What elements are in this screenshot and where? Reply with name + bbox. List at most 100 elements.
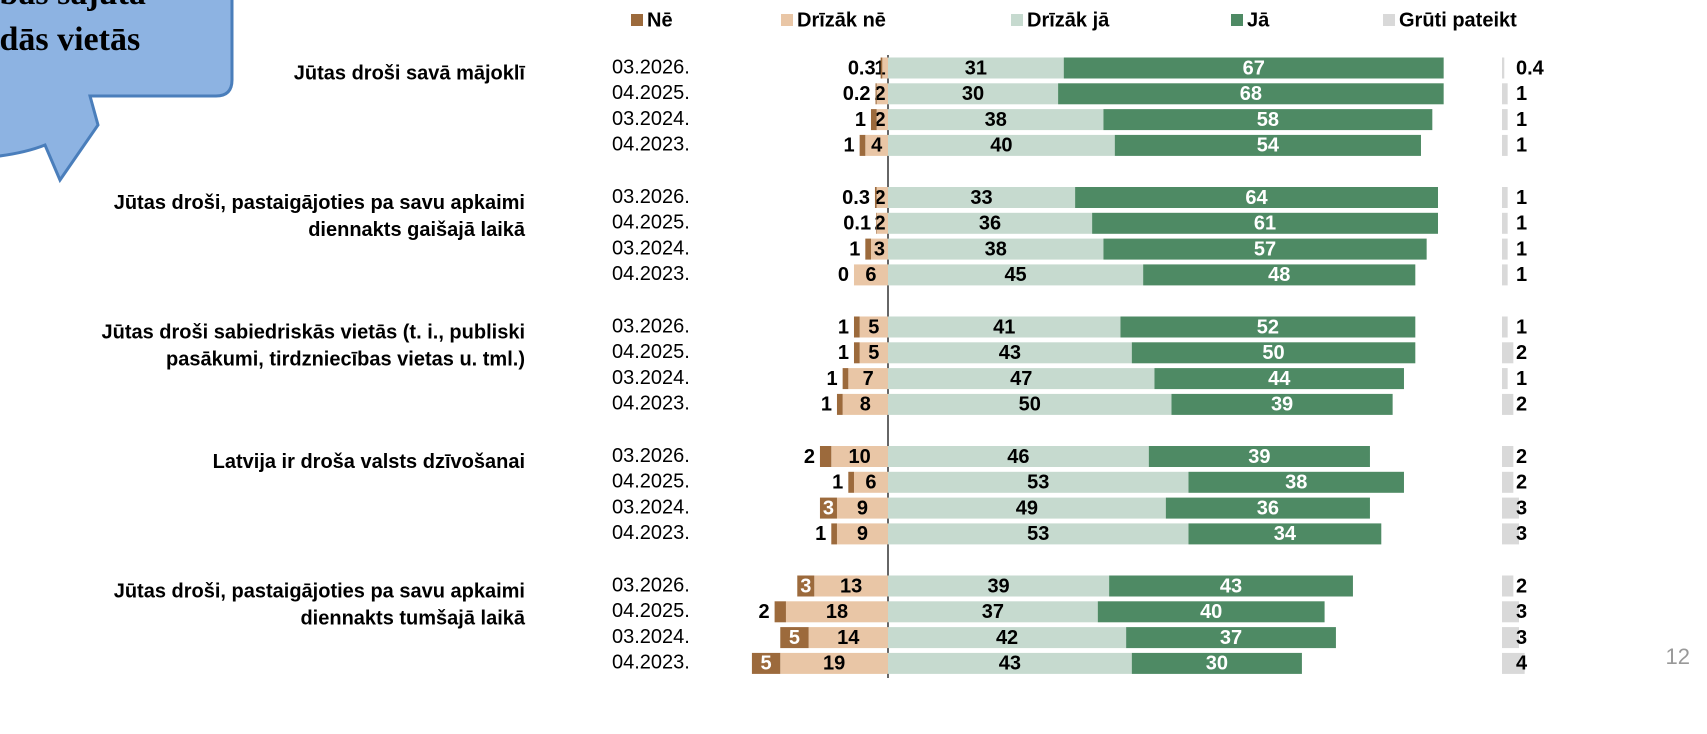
bar-segment [876,212,877,234]
bar-segment [888,523,1189,545]
bar-segment [1502,368,1508,390]
bar-segment [797,575,815,597]
bar-segment [1502,446,1514,467]
bar-segment [1109,575,1353,597]
group-label: Jūtas droši, pastaigājoties pa savu apka… [114,192,525,214]
bar-segment [859,342,888,364]
bar-segment [888,652,1132,674]
value-label: 39 [1271,394,1293,416]
value-label: 1 [815,523,826,545]
value-label: 3 [800,575,811,597]
value-label: 43 [1220,575,1242,597]
value-label: 67 [1243,57,1265,79]
value-label: 48 [1268,264,1290,286]
bar-segment [870,109,877,131]
value-label: 18 [826,601,848,623]
period-label: 03.2026. [612,574,690,596]
bar-segment [1502,575,1514,597]
bar-segment [1131,652,1302,674]
group-label: pasākumi, tirdzniecības vietas u. tml.) [166,348,525,370]
value-label: 1 [1516,316,1527,338]
value-label: 0 [838,264,849,286]
value-label: 47 [1010,368,1032,390]
period-label: 03.2026. [612,315,690,337]
value-label: 38 [985,109,1007,131]
legend-label: Drīzāk nē [797,9,886,31]
bar-segment [1502,83,1508,105]
value-label: 2 [874,109,885,131]
value-label: 39 [1248,446,1270,468]
period-label: 04.2023. [612,652,690,674]
value-label: 33 [970,187,992,209]
value-label: 40 [990,135,1012,157]
value-label: 39 [987,575,1009,597]
value-label: 14 [837,627,860,649]
value-label: 5 [761,653,772,675]
period-label: 04.2025. [612,600,690,622]
legend-label: Drīzāk jā [1027,9,1110,31]
bar-segment [888,575,1110,597]
bar-segment [853,471,888,493]
period-label: 04.2023. [612,522,690,544]
value-label: 1 [1516,109,1527,131]
value-label: 7 [863,368,874,390]
period-label: 04.2025. [612,82,690,104]
bar-segment [836,393,843,415]
bar-segment [859,316,888,338]
bar-segment [888,446,1149,467]
callout-shape [0,0,234,184]
bar-segment [831,523,837,545]
value-label: 6 [865,472,876,494]
value-label: 34 [1274,523,1297,545]
bar-segment [888,109,1104,131]
bar-segment [1188,471,1404,493]
group-label: Jūtas droši sabiedriskās vietās (t. i., … [102,321,526,343]
bar-segment [836,497,888,519]
bar-segment [1092,212,1438,234]
value-label: 2 [1516,575,1527,597]
bar-segment [888,471,1189,493]
bar-segment [876,187,888,208]
value-label: 1 [838,316,849,338]
bar-segment [876,109,888,131]
bar-segment [814,575,888,597]
bar-segment [880,57,883,79]
bar-segment [751,652,781,674]
value-label: 3 [1516,523,1527,545]
value-label: 41 [993,316,1015,338]
bar-segment [865,238,871,260]
bar-segment [870,238,888,260]
value-label: 1 [832,472,843,494]
bar-segment [1154,368,1404,390]
bar-segment [1063,57,1444,79]
value-label: 50 [1262,342,1284,364]
value-label: 9 [857,497,868,519]
bar-segment [888,83,1059,105]
period-label: 04.2025. [612,212,690,234]
value-label: 3 [1516,497,1527,519]
value-label: 3 [874,238,885,260]
bar-segment [888,238,1104,260]
value-label: 3 [1516,627,1527,649]
bar-segment [1502,342,1514,364]
bar-segment [882,57,888,79]
bar-segment [836,523,888,545]
bar-segment [780,652,888,674]
value-label: 54 [1257,135,1280,157]
value-label: 46 [1007,446,1029,468]
value-label: 2 [1516,472,1527,494]
value-label: 5 [868,316,879,338]
value-label: 64 [1245,187,1268,209]
value-label: 2 [758,601,769,623]
value-label: 1 [874,57,885,79]
bar-segment [1143,264,1416,286]
value-label: 1 [838,342,849,364]
bar-segment [819,497,837,519]
value-label: 19 [823,653,845,675]
value-label: 57 [1254,238,1276,260]
value-label: 1 [1516,83,1527,105]
value-label: 2 [874,213,885,235]
value-label: 36 [1257,497,1279,519]
value-label: 42 [996,627,1018,649]
bar-segment [876,212,888,234]
